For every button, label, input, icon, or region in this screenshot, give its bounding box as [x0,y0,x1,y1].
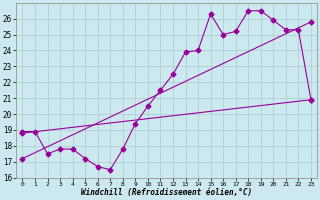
X-axis label: Windchill (Refroidissement éolien,°C): Windchill (Refroidissement éolien,°C) [81,188,252,197]
